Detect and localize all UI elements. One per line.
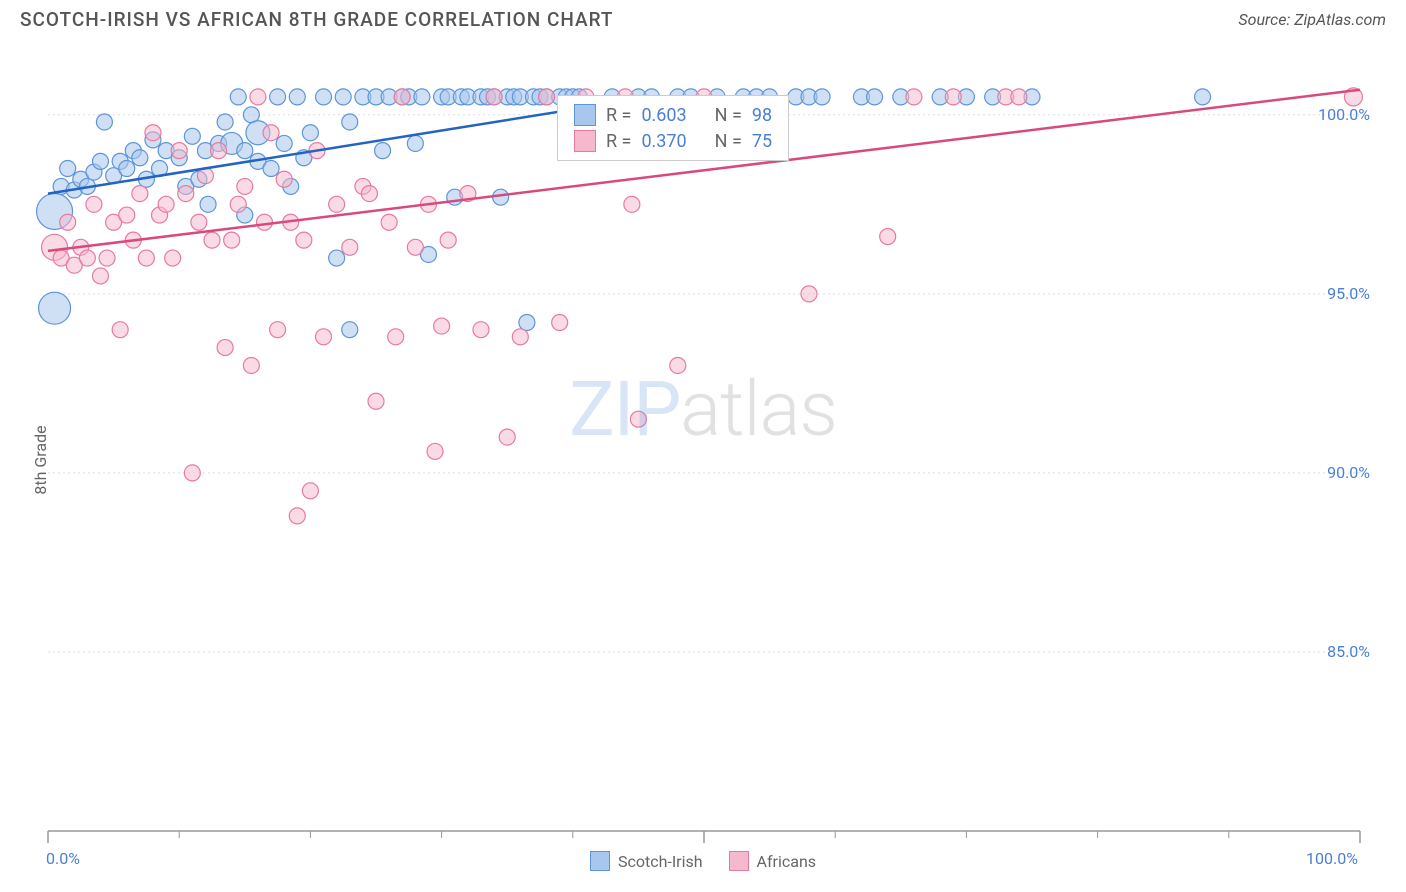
source-attribution: Source: ZipAtlas.com [1238,10,1386,29]
legend-box: R = 0.603 N = 98 R = 0.370 N = 75 [557,95,789,161]
y-axis-label: 8th Grade [31,425,50,494]
y-tick-label: 85.0% [1327,642,1370,661]
y-tick-label: 95.0% [1327,284,1370,303]
chart-container: 8th Grade 85.0%90.0%95.0%100.0% 0.0%100.… [0,35,1406,885]
bottom-legend-item: Africans [729,851,816,871]
y-tick-label: 90.0% [1327,463,1370,482]
legend-row: R = 0.603 N = 98 [574,102,772,128]
n-value: 75 [752,131,772,152]
r-value: 0.370 [641,131,686,152]
r-label: R = [606,131,631,152]
n-label: N = [715,105,742,126]
series-name: Scotch-Irish [618,852,703,871]
legend-swatch [574,104,596,126]
header: SCOTCH-IRISH VS AFRICAN 8TH GRADE CORREL… [0,0,1406,35]
legend-swatch [574,130,596,152]
legend-row: R = 0.370 N = 75 [574,128,772,154]
n-value: 98 [752,105,772,126]
r-label: R = [606,105,631,126]
r-value: 0.603 [641,105,686,126]
legend-swatch [590,851,610,871]
n-label: N = [715,131,742,152]
bottom-legend: Scotch-Irish Africans [0,851,1406,871]
series-name: Africans [757,852,816,871]
legend-swatch [729,851,749,871]
y-tick-label: 100.0% [1318,105,1370,124]
scatter-chart [0,35,1406,885]
chart-title: SCOTCH-IRISH VS AFRICAN 8TH GRADE CORREL… [20,8,613,31]
bottom-legend-item: Scotch-Irish [590,851,703,871]
